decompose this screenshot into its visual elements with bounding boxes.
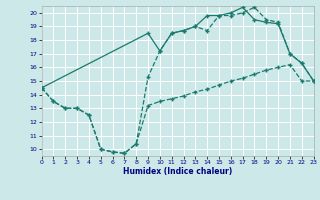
X-axis label: Humidex (Indice chaleur): Humidex (Indice chaleur) [123,167,232,176]
